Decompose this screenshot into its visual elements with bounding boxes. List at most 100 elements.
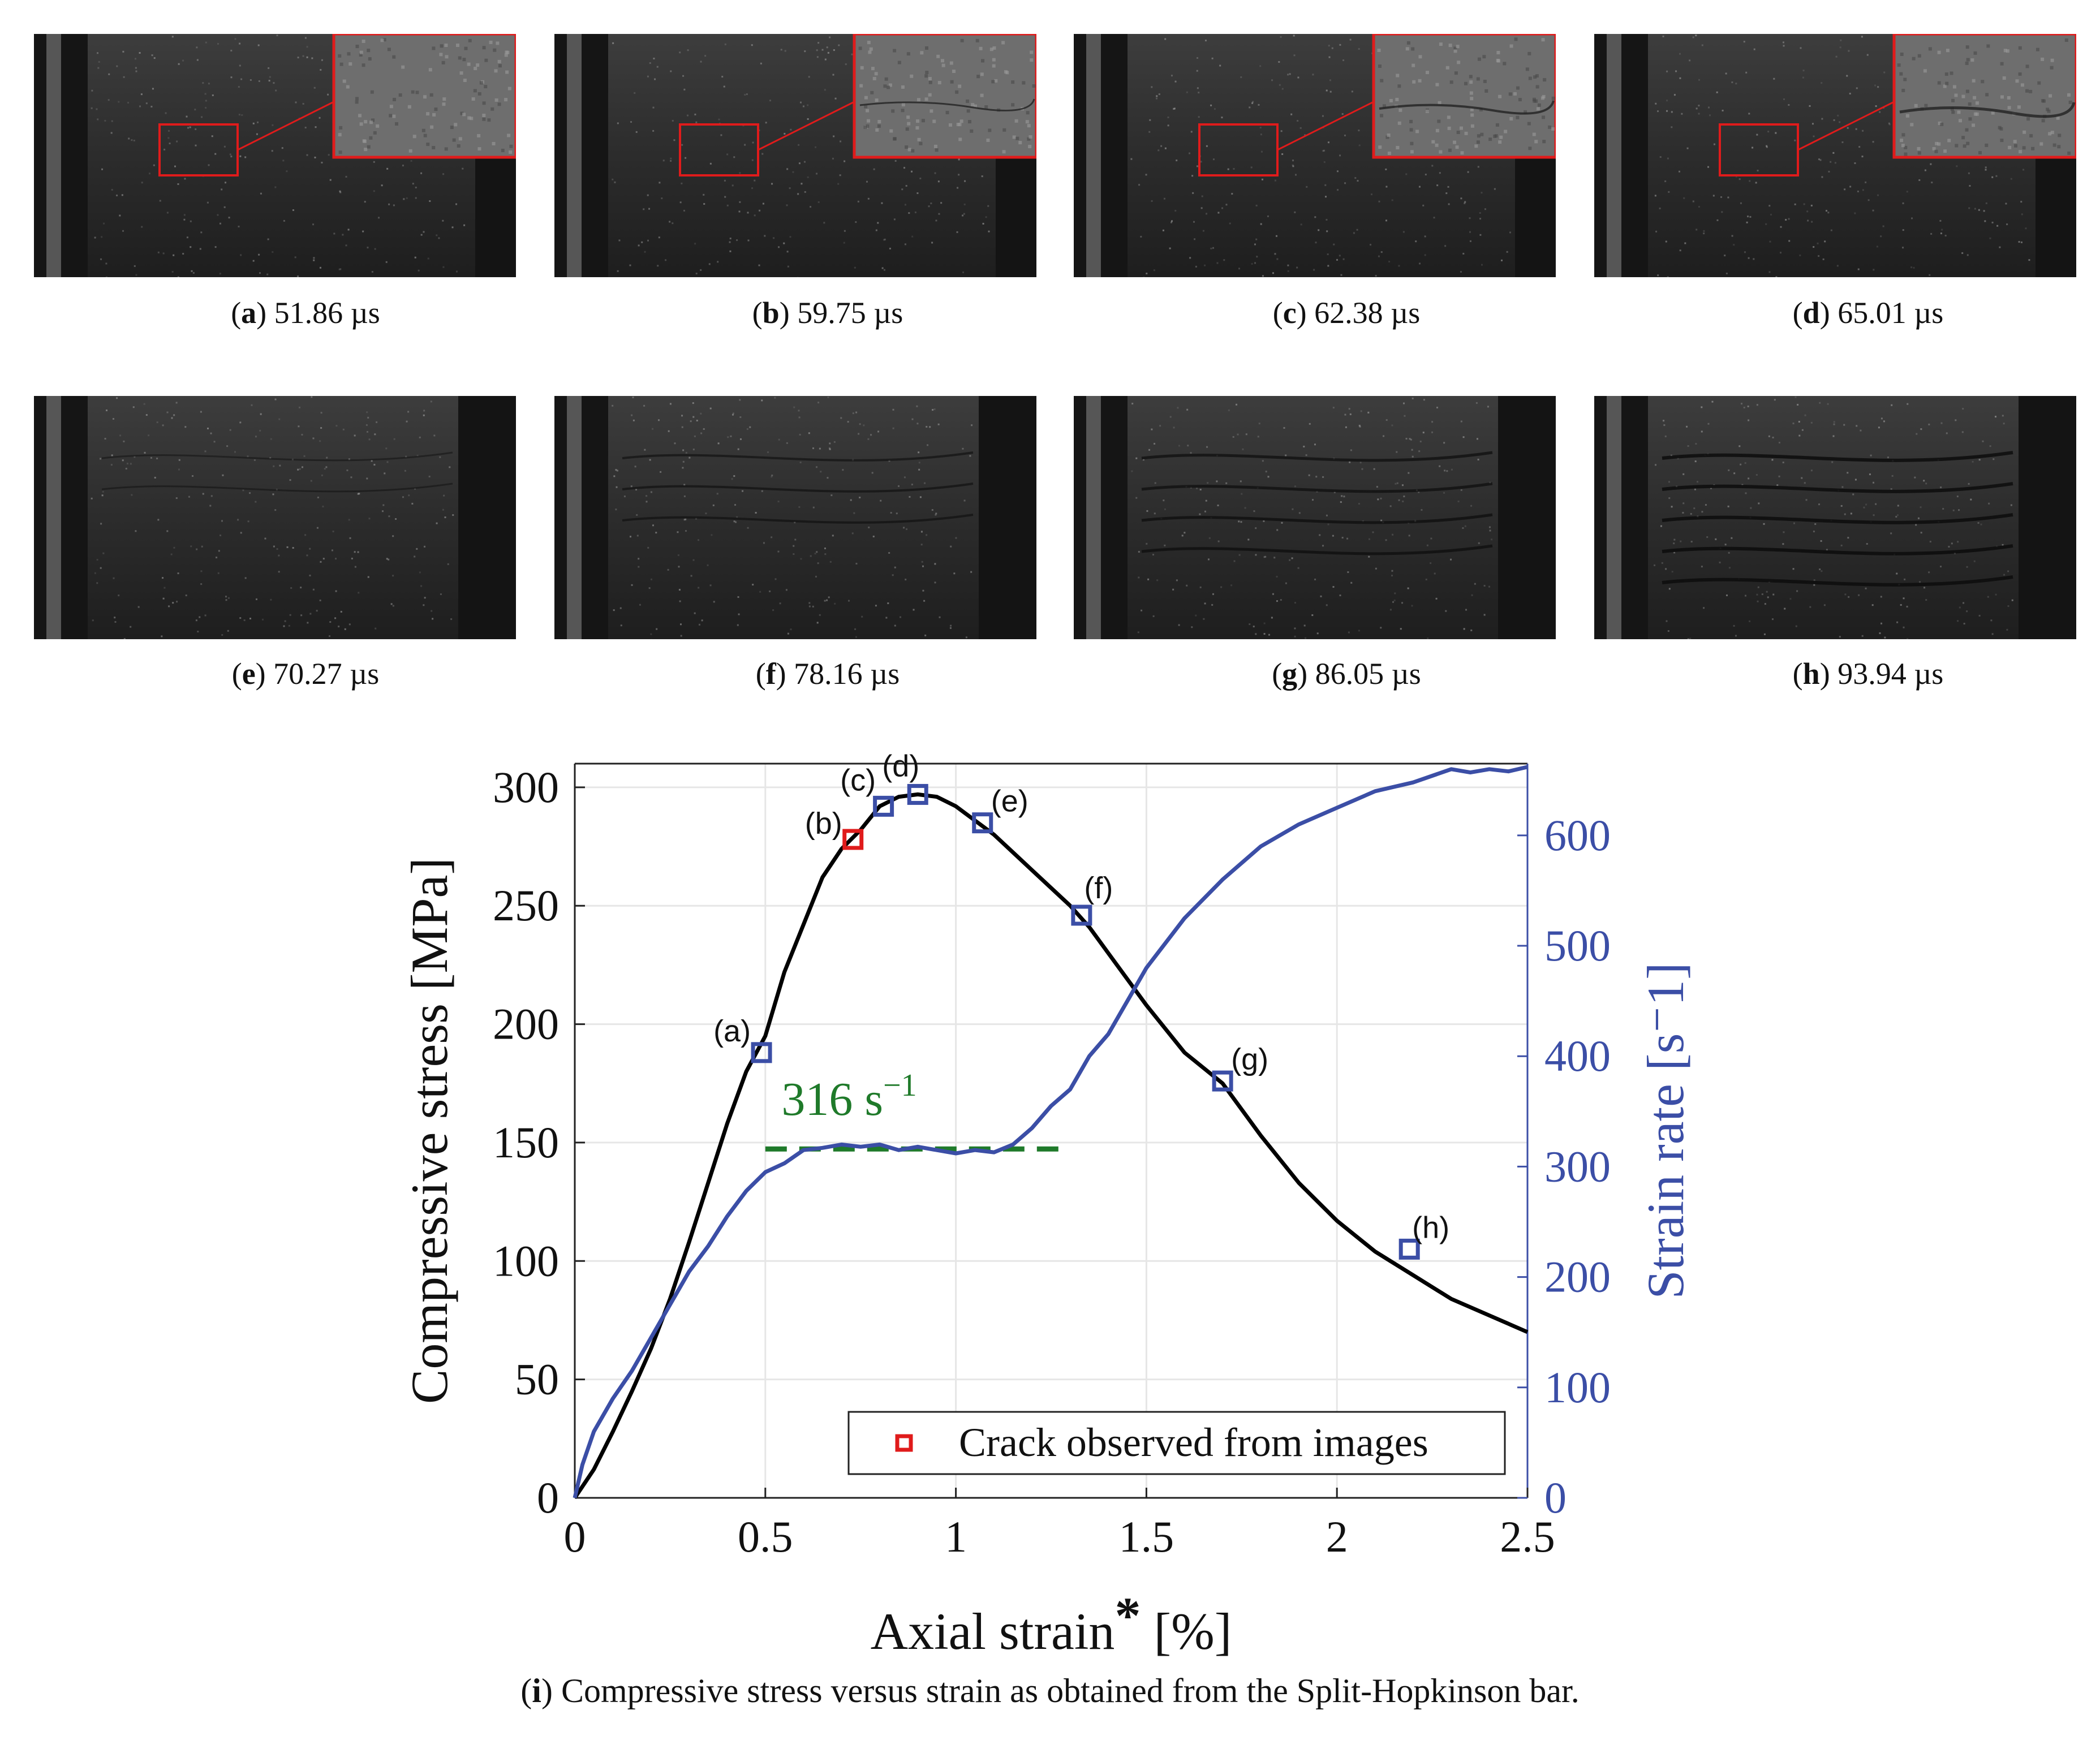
speckle [1666,620,1668,622]
speckle [1880,596,1882,598]
speckle [798,506,801,508]
speckle [1694,488,1696,490]
speckle [934,563,936,565]
speckle [302,55,304,57]
speckle [139,51,141,54]
speckle [260,192,262,195]
speckle [1204,264,1206,266]
inset-speckle [450,126,454,130]
speckle [1152,554,1155,556]
inset-speckle [932,119,936,123]
speckle [2020,241,2022,243]
speckle [1314,578,1316,580]
inset-speckle [2007,96,2011,100]
speckle [351,557,353,559]
speckle [168,605,170,608]
speckle [1713,143,1715,145]
speckle [1398,265,1400,267]
speckle [1940,486,1942,489]
inset-speckle [348,62,352,66]
speckle [774,578,777,580]
speckle [1837,114,1839,117]
speckle [1400,628,1402,630]
speckle [855,221,857,223]
inset-speckle [479,81,483,85]
speckle [122,50,124,53]
speckle [1696,107,1698,110]
speckle [384,472,386,475]
speckle [668,430,670,432]
speckle [1896,572,1898,575]
speckle [373,464,376,466]
inset-speckle [984,105,988,109]
speckle [828,596,830,598]
inset-speckle [994,79,998,83]
speckle [194,109,196,111]
speckle [817,402,820,404]
speckle [292,547,294,549]
speckle [2011,599,2013,601]
inset-speckle [1480,132,1484,136]
speckle [1923,587,1926,589]
speckle [106,409,108,411]
speckle [1942,508,1944,510]
speckle [1149,119,1151,121]
inset-speckle [1533,75,1537,79]
speckle [1148,449,1151,451]
speckle [1138,184,1141,186]
inset-speckle [1528,76,1532,80]
inset-speckle [875,128,879,132]
speckle [1801,429,1804,431]
speckle [1236,403,1238,406]
speckle [321,161,323,163]
speckle [1263,633,1266,635]
speckle [92,619,94,622]
speckle [100,567,102,569]
speckle [276,548,278,550]
speckle [903,167,906,169]
speckle [1795,625,1797,627]
speckle [173,254,175,256]
speckle [1874,84,1876,87]
speckle [444,516,446,519]
frame-image-g [1074,396,1556,639]
speckle [1834,162,1836,164]
speckle [382,504,385,506]
speckle [692,402,694,404]
crack-line [1662,513,2013,524]
speckle [1813,584,1815,586]
speckle [1755,182,1757,184]
speckle [375,627,377,630]
speckle [125,467,127,469]
speckle [1252,101,1254,103]
speckle [1339,255,1341,257]
speckle [244,156,247,158]
speckle [1315,476,1318,478]
speckle [1238,520,1240,523]
speckle [871,472,873,474]
speckle [1460,420,1462,423]
speckle [1968,172,1970,174]
speckle [173,414,175,416]
speckle [1231,193,1233,195]
speckle [690,575,692,577]
speckle [1819,402,1821,404]
speckle [1407,587,1409,589]
speckle [1850,512,1852,515]
inset-speckle [1937,81,1941,85]
speckle [754,179,756,182]
speckle [962,272,965,274]
speckle [321,474,323,476]
inset-speckle [967,120,971,124]
speckle [787,632,789,635]
speckle [1481,264,1483,266]
speckle [771,183,773,185]
inset-speckle [1528,147,1532,150]
speckle [1225,204,1228,206]
inset-speckle [1476,77,1480,81]
speckle [152,88,154,90]
speckle [2002,544,2004,546]
speckle [1915,524,1917,526]
speckle [2005,203,2007,205]
speckle [672,222,674,225]
